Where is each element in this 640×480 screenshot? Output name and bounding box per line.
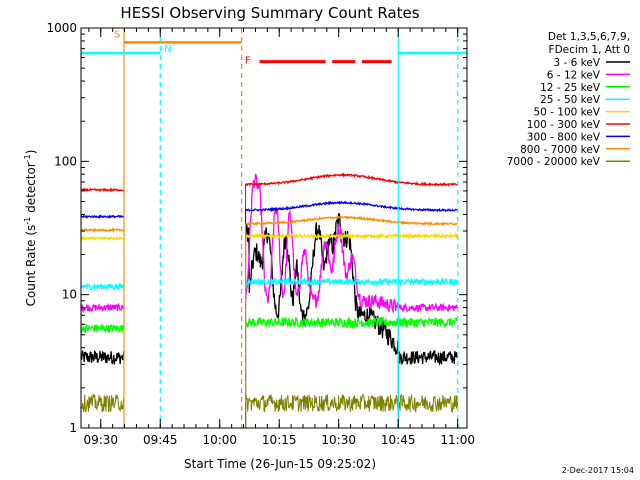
y-tick-label: 10 [62,288,77,302]
legend: Det 1,3,5,6,7,9, FDecim 1, Att 0 3 - 6 k… [507,31,630,168]
annotation-label-n: N [164,44,171,55]
series-path [245,214,459,227]
series-path [397,302,459,314]
x-tick-label: 10:15 [262,433,297,447]
series-line [80,350,125,428]
x-tick-label: 10:45 [381,433,416,447]
legend-label: 12 - 25 keV [540,82,601,94]
series-line [80,235,124,428]
series-line [245,393,459,428]
plot-annotations: S N F [81,28,467,428]
series-path [80,323,125,335]
series-line [245,214,459,428]
legend-label: 25 - 50 keV [540,94,601,106]
series-path [244,173,399,314]
series-path [244,172,458,187]
series-path [80,214,125,220]
plot-series [80,172,459,428]
chart-title: HESSI Observing Summary Count Rates [120,4,419,22]
series-line [80,323,125,428]
series-path [80,350,125,365]
legend-label: 7000 - 20000 keV [507,156,601,168]
date-stamp: 2-Dec-2017 15:04 [562,466,634,475]
series-path [80,187,125,193]
y-tick-label: 100 [54,154,77,168]
legend-label: 300 - 800 keV [527,131,601,143]
y-tick-label: 1 [69,421,77,435]
legend-label: 6 - 12 keV [547,69,601,81]
series-path [80,392,125,413]
legend-label: 100 - 300 keV [527,119,601,131]
series-path [80,282,125,292]
x-tick-label: 11:00 [440,433,475,447]
series-line [397,350,459,428]
legend-header-line-1: Det 1,3,5,6,7,9, [548,31,630,43]
legend-label: 50 - 100 keV [533,107,600,119]
series-path [245,200,458,213]
series-line [80,392,125,428]
series-path [244,232,459,240]
annotation-label-f: F [245,56,251,67]
series-path [245,393,459,414]
series-path [244,315,458,330]
series-path [244,213,399,356]
x-axis: 09:30 09:45 10:00 10:15 10:30 10:45 11:00 [83,28,475,447]
y-axis-label: Count Rate (s-1 detector-1) [23,150,38,307]
series-line [244,315,458,428]
series-line [244,173,399,428]
legend-header-line-2: FDecim 1, Att 0 [549,44,630,56]
x-axis-label: Start Time (26-Jun-15 09:25:02) [184,457,376,471]
x-tick-label: 09:45 [143,433,178,447]
y-axis: 1 10 100 1000 [46,21,467,435]
y-tick-label: 1000 [46,21,77,35]
series-path [244,276,459,288]
series-path [80,227,125,233]
legend-label: 800 - 7000 keV [520,144,601,156]
legend-label: 3 - 6 keV [553,57,600,69]
x-tick-label: 10:00 [202,433,237,447]
series-path [80,235,124,242]
series-path [397,350,459,366]
annotation-label-s: S [114,29,120,40]
x-tick-label: 10:30 [321,433,356,447]
plot-frame [80,27,468,429]
x-tick-label: 09:30 [83,433,118,447]
series-path [80,302,125,314]
